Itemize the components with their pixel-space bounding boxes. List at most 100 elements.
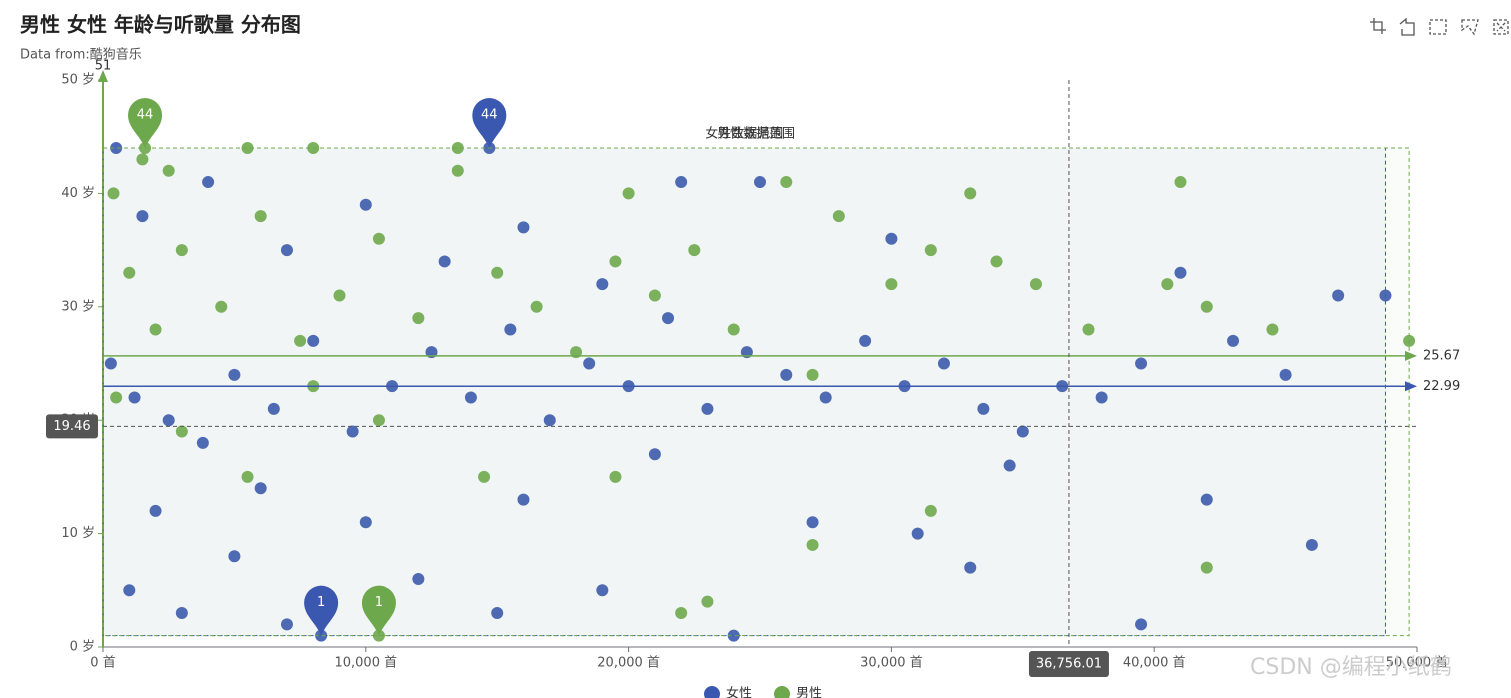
scatter-point	[307, 334, 320, 347]
mark-pin-label: 44	[137, 108, 154, 123]
scatter-point	[1029, 278, 1042, 291]
scatter-point	[359, 516, 372, 529]
scatter-point	[648, 448, 661, 461]
scatter-point	[346, 425, 359, 438]
x-tick-label: 30,000 首	[860, 656, 923, 671]
tool-clear[interactable]	[1493, 19, 1509, 35]
chart-subtitle: Data from:酷狗音乐	[20, 47, 142, 63]
scatter-point	[128, 391, 141, 404]
tool-lasso[interactable]	[1461, 19, 1479, 36]
scatter-point	[924, 244, 937, 257]
scatter-point	[136, 210, 149, 223]
scatter-point	[964, 187, 977, 200]
scatter-point	[333, 289, 346, 302]
scatter-point	[609, 255, 622, 268]
y-axis-arrow	[98, 70, 108, 82]
scatter-point	[491, 606, 504, 619]
scatter-point	[1082, 323, 1095, 336]
scatter-point	[977, 402, 990, 415]
toolbox[interactable]	[1370, 17, 1509, 36]
y-tick-label: 0 岁	[70, 640, 95, 655]
scatter-point	[175, 425, 188, 438]
scatter-point	[1161, 278, 1174, 291]
pointer-label-y: 19.46	[53, 419, 90, 434]
scatter-point	[596, 278, 609, 291]
scatter-point	[701, 595, 714, 608]
scatter-point	[438, 255, 451, 268]
mark-pin	[128, 98, 163, 149]
scatter-point	[1403, 334, 1416, 347]
y-tick-label: 30 岁	[61, 299, 95, 314]
pointer-label-x: 36,756.01	[1036, 657, 1102, 672]
scatter-point	[1227, 334, 1240, 347]
y-tick-label: 50 岁	[61, 73, 95, 88]
scatter-point	[1332, 289, 1345, 302]
legend-marker	[774, 686, 790, 698]
scatter-point	[504, 323, 517, 336]
scatter-point	[215, 300, 228, 313]
scatter-point	[688, 244, 701, 257]
scatter-point	[1003, 459, 1016, 472]
scatter-point	[149, 323, 162, 336]
scatter-point	[727, 323, 740, 336]
scatter-point	[806, 516, 819, 529]
average-label: 22.99	[1423, 379, 1460, 394]
scatter-point	[1016, 425, 1029, 438]
mark-pin	[361, 585, 396, 636]
scatter-point	[478, 470, 491, 483]
scatter-point	[412, 312, 425, 325]
mark-area-label: 女性数据范围	[705, 126, 783, 142]
average-label: 25.67	[1423, 348, 1460, 363]
mark-pin-label: 1	[375, 595, 383, 610]
scatter-point	[107, 187, 120, 200]
scatter-point	[372, 232, 385, 245]
x-tick-label: 40,000 首	[1123, 656, 1186, 671]
scatter-point	[1200, 300, 1213, 313]
scatter-point	[517, 221, 530, 234]
tool-back[interactable]	[1399, 17, 1415, 36]
scatter-point	[110, 391, 123, 404]
scatter-point	[294, 334, 307, 347]
scatter-point	[162, 164, 175, 177]
scatter-point	[924, 504, 937, 517]
scatter-point	[254, 210, 267, 223]
tool-zoom[interactable]	[1370, 18, 1386, 34]
scatter-point	[228, 550, 241, 563]
scatter-point	[648, 289, 661, 302]
scatter-point	[819, 391, 832, 404]
scatter-point	[359, 198, 372, 211]
scatter-point	[491, 266, 504, 279]
scatter-point	[1174, 266, 1187, 279]
scatter-point	[372, 414, 385, 427]
scatter-point	[583, 357, 596, 370]
scatter-point	[254, 482, 267, 495]
legend-label: 男性	[796, 687, 822, 698]
scatter-point	[175, 606, 188, 619]
scatter-point	[859, 334, 872, 347]
tool-rect[interactable]	[1429, 19, 1447, 35]
scatter-point	[1135, 618, 1148, 631]
scatter-point	[1305, 538, 1318, 551]
scatter-point	[543, 414, 556, 427]
scatter-point	[1174, 176, 1187, 189]
scatter-point	[964, 561, 977, 574]
scatter-point	[1095, 391, 1108, 404]
y-tick-label: 10 岁	[61, 526, 95, 541]
mark-pin	[472, 98, 507, 149]
scatter-point	[412, 572, 425, 585]
scatter-point	[806, 538, 819, 551]
scatter-point	[609, 470, 622, 483]
legend-label: 女性	[726, 686, 752, 698]
x-tick-label: 0 首	[90, 656, 115, 671]
scatter-point	[780, 176, 793, 189]
scatter-point	[622, 187, 635, 200]
scatter-point	[675, 176, 688, 189]
scatter-point	[228, 368, 241, 381]
scatter-point	[1200, 561, 1213, 574]
scatter-point	[517, 493, 530, 506]
average-arrow	[1405, 381, 1417, 392]
scatter-point	[267, 402, 280, 415]
scatter-point	[1279, 368, 1292, 381]
scatter-point	[727, 629, 740, 642]
